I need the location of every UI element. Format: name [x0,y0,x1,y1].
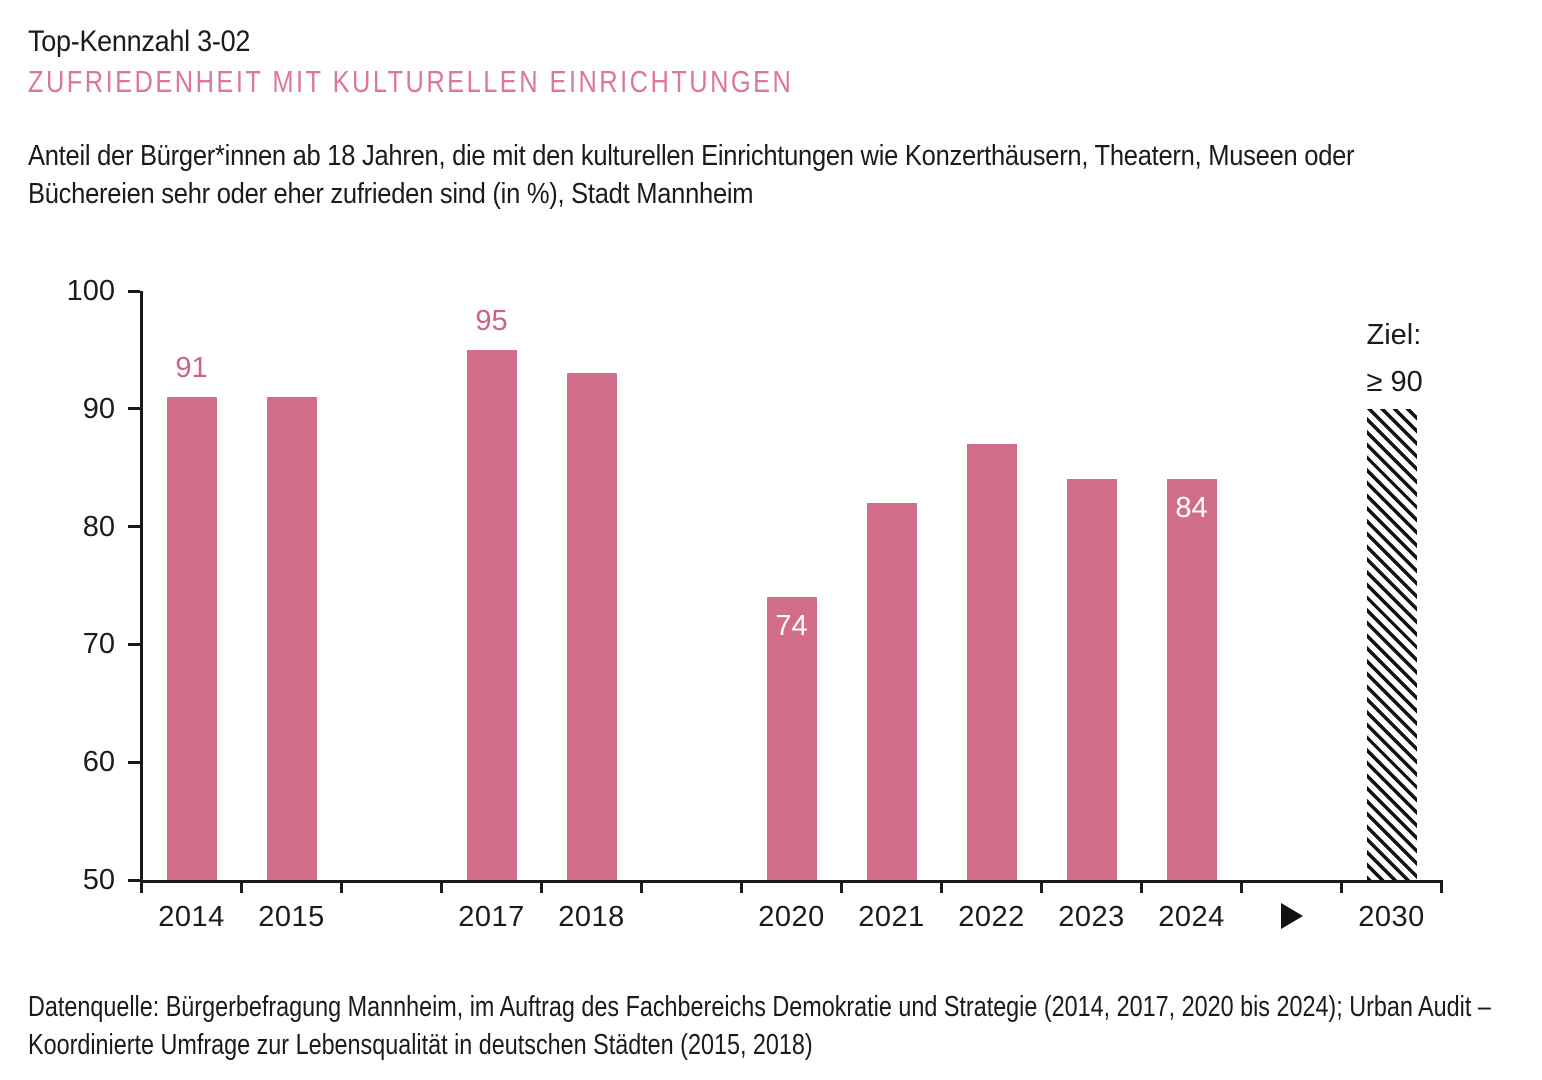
description-line-2: Büchereien sehr oder eher zufrieden sind… [28,178,754,210]
x-axis-label-2024: 2024 [1158,901,1225,933]
x-tick [1340,880,1343,893]
x-tick [1240,880,1243,893]
y-tick [128,407,140,411]
x-axis-label-2022: 2022 [958,901,1025,933]
x-axis-label-2023: 2023 [1058,901,1125,933]
source-line-2: Koordinierte Umfrage zur Lebensqualität … [28,1029,813,1061]
x-tick [1040,880,1043,893]
x-tick [140,880,143,893]
bar-2023 [1066,479,1117,880]
y-axis-label: 90 [82,392,115,425]
y-axis-label: 80 [82,510,115,543]
bar-2021 [866,503,917,880]
bar-2022 [966,444,1017,880]
bar-2018 [566,373,617,880]
x-axis-label-2015: 2015 [258,901,325,933]
chart-description: Anteil der Bürger*innen ab 18 Jahren, di… [28,137,1535,213]
x-tick [840,880,843,893]
y-tick [128,760,140,764]
kennzahl-label: Top-Kennzahl 3-02 [28,25,251,58]
source-line-1: Datenquelle: Bürgerbefragung Mannheim, i… [28,991,1491,1023]
x-tick [640,880,643,893]
y-axis-label: 50 [82,864,115,896]
target-label-line-2: ≥ 90 [1366,365,1423,398]
y-axis [140,291,143,893]
x-axis-label-2030: 2030 [1358,901,1425,933]
x-axis-label-2020: 2020 [758,901,825,933]
x-tick [1440,880,1443,893]
y-axis-label: 60 [82,746,115,779]
target-label: Ziel: ≥ 90 [1367,312,1423,406]
forward-arrow-icon [1280,903,1303,929]
x-tick [440,880,443,893]
x-tick [940,880,943,893]
bar-2015 [266,397,317,880]
x-axis [140,880,1443,883]
x-axis-label-2018: 2018 [558,901,625,933]
target-label-line-1: Ziel: [1366,318,1422,351]
y-axis-label: 100 [66,275,115,307]
value-label-74: 74 [775,610,808,643]
page-title: ZUFRIEDENHEIT MIT KULTURELLEN EINRICHTUN… [28,64,794,99]
bar-2014 [166,397,217,880]
x-axis-label-2014: 2014 [158,901,225,933]
x-tick [340,880,343,893]
x-axis-label-2017: 2017 [458,901,525,933]
bar-2024 [1166,479,1217,880]
x-tick [1140,880,1143,893]
value-label-95: 95 [475,304,508,337]
y-tick [128,642,140,646]
value-label-91: 91 [175,352,208,385]
bar-2020 [766,597,817,880]
x-tick [240,880,243,893]
data-source: Datenquelle: Bürgerbefragung Mannheim, i… [28,988,1542,1064]
x-axis-label-2021: 2021 [858,901,925,933]
x-tick [540,880,543,893]
bar-2017 [466,349,517,880]
y-tick [128,878,140,882]
y-axis-label: 70 [82,628,115,661]
x-tick [740,880,743,893]
y-tick [128,525,140,529]
value-label-84: 84 [1175,492,1208,525]
description-line-1: Anteil der Bürger*innen ab 18 Jahren, di… [28,140,1355,172]
y-tick [128,289,140,293]
target-bar-2030 [1366,408,1417,880]
